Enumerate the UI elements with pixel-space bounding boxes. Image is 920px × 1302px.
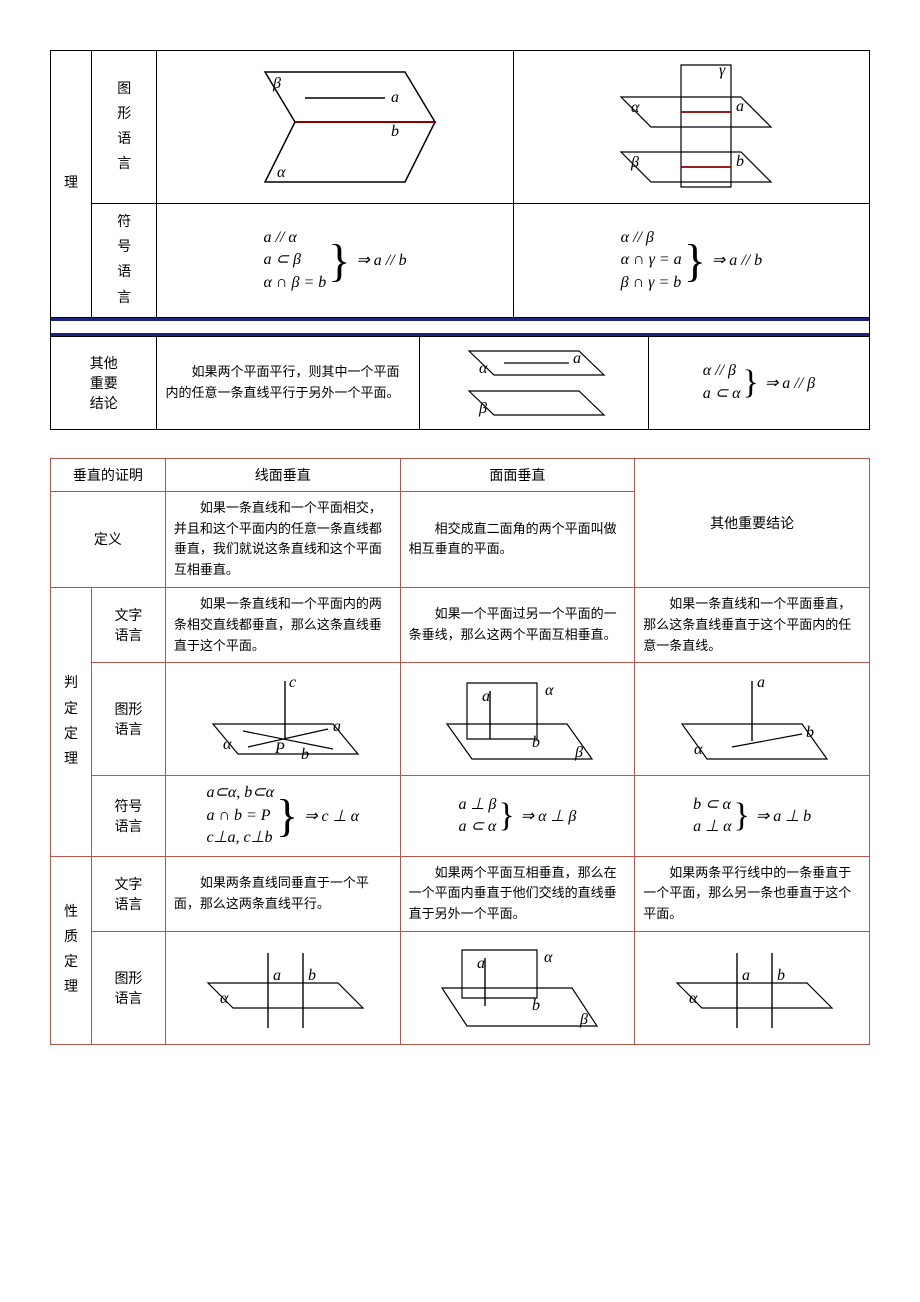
diagram-two-planes-line: β α a b <box>157 51 513 204</box>
formula-left: a // α a ⊂ β α ∩ β = b } ⇒ a // b <box>264 227 407 294</box>
svg-text:α: α <box>277 164 286 181</box>
row-label-li: 理 <box>51 51 92 318</box>
svg-text:γ: γ <box>719 62 726 79</box>
judge-label: 判 定 定 理 <box>51 587 92 856</box>
svg-text:α: α <box>689 990 698 1007</box>
judge-sym-label: 符号 语言 <box>92 776 166 856</box>
svg-text:a: a <box>742 967 750 984</box>
svg-text:β: β <box>579 1011 588 1028</box>
svg-text:α: α <box>223 736 232 753</box>
def-label: 定义 <box>51 491 166 587</box>
perpendicular-theorems-table: 垂直的证明 线面垂直 面面垂直 其他重要结论 定义 如果一条直线和一个平面相交，… <box>50 458 870 1045</box>
diagram-three-planes: γ α β a b <box>513 51 869 204</box>
other-label: 其他 重要 结论 <box>51 336 157 429</box>
prop-diagram-c3: a α b β <box>400 931 635 1044</box>
svg-text:P: P <box>274 740 285 757</box>
prop-diagram-c2: a b α <box>165 931 400 1044</box>
svg-text:b: b <box>736 153 744 170</box>
judge-diagram-c2: c a b P α <box>165 663 400 776</box>
svg-text:c: c <box>289 674 296 691</box>
prop-text-c3: 如果两个平面互相垂直，那么在一个平面内垂直于他们交线的直线垂直于另外一个平面。 <box>400 856 635 931</box>
prop-graph-label: 图形 语言 <box>92 931 166 1044</box>
hdr-c2: 线面垂直 <box>165 458 400 491</box>
judge-text-c3: 如果一个平面过另一个平面的一条垂线，那么这两个平面互相垂直。 <box>400 587 635 662</box>
symbol-right: α // β α ∩ γ = a β ∩ γ = b } ⇒ a // b <box>513 204 869 318</box>
svg-text:a: a <box>482 688 490 705</box>
svg-text:α: α <box>544 949 553 966</box>
judge-sym-c4: b ⊂ α a ⊥ α } ⇒ a ⊥ b <box>635 776 870 856</box>
prop-text-c4: 如果两条平行线中的一条垂直于一个平面，那么另一条也垂直于这个平面。 <box>635 856 870 931</box>
svg-text:α: α <box>545 682 554 699</box>
prop-text-label: 文字 语言 <box>92 856 166 931</box>
svg-text:α: α <box>631 99 640 116</box>
svg-text:α: α <box>479 360 488 377</box>
judge-sym-c2: a⊂α, b⊂α a ∩ b = P c⊥a, c⊥b } ⇒ c ⊥ α <box>165 776 400 856</box>
formula-right: α // β α ∩ γ = a β ∩ γ = b } ⇒ a // b <box>621 227 762 294</box>
svg-text:β: β <box>574 744 583 761</box>
prop-label: 性 质 定 理 <box>51 856 92 1044</box>
def-c2: 如果一条直线和一个平面相交，并且和这个平面内的任意一条直线都垂直，我们就说这条直… <box>165 491 400 587</box>
def-c3: 相交成直二面角的两个平面叫做相互垂直的平面。 <box>400 491 635 587</box>
svg-text:β: β <box>630 154 639 171</box>
svg-text:b: b <box>308 967 316 984</box>
svg-text:α: α <box>694 741 703 758</box>
other-conclusion-table: 其他 重要 结论 如果两个平面平行，则其中一个平面内的任意一条直线平行于另外一个… <box>50 336 870 430</box>
svg-text:a: a <box>736 98 744 115</box>
other-diagram: α β a <box>419 336 648 429</box>
svg-text:a: a <box>391 89 399 106</box>
svg-text:β: β <box>272 75 281 92</box>
prop-diagram-c4: a b α <box>635 931 870 1044</box>
svg-text:a: a <box>273 967 281 984</box>
prop-text-c2: 如果两条直线同垂直于一个平面，那么这两条直线平行。 <box>165 856 400 931</box>
svg-text:b: b <box>391 123 399 140</box>
svg-text:β: β <box>478 400 487 417</box>
other-text: 如果两个平面平行，则其中一个平面内的任意一条直线平行于另外一个平面。 <box>157 336 419 429</box>
row-label-symbol: 符 号 语 言 <box>91 204 157 318</box>
judge-diagram-c4: a b α <box>635 663 870 776</box>
judge-graph-label: 图形 语言 <box>92 663 166 776</box>
judge-diagram-c3: a α b β <box>400 663 635 776</box>
svg-text:b: b <box>301 746 309 763</box>
hdr-c4: 其他重要结论 <box>635 458 870 587</box>
svg-text:a: a <box>757 674 765 691</box>
svg-text:b: b <box>777 967 785 984</box>
row-label-graph: 图 形 语 言 <box>91 51 157 204</box>
hdr-c1: 垂直的证明 <box>51 458 166 491</box>
judge-text-c4: 如果一条直线和一个平面垂直，那么这条直线垂直于这个平面内的任意一条直线。 <box>635 587 870 662</box>
other-formula: α // β a ⊂ α } ⇒ a // β <box>648 336 869 429</box>
svg-text:b: b <box>532 734 540 751</box>
svg-text:a: a <box>477 955 485 972</box>
judge-text-c2: 如果一条直线和一个平面内的两条相交直线都垂直，那么这条直线垂直于这个平面。 <box>165 587 400 662</box>
judge-sym-c3: a ⊥ β a ⊂ α } ⇒ α ⊥ β <box>400 776 635 856</box>
svg-text:a: a <box>333 718 341 735</box>
blue-separator <box>51 317 870 336</box>
svg-text:b: b <box>806 724 814 741</box>
svg-text:b: b <box>532 997 540 1014</box>
svg-text:a: a <box>573 350 581 367</box>
hdr-c3: 面面垂直 <box>400 458 635 491</box>
symbol-left: a // α a ⊂ β α ∩ β = b } ⇒ a // b <box>157 204 513 318</box>
judge-text-label: 文字 语言 <box>92 587 166 662</box>
parallel-theorems-table: 理 图 形 语 言 β α a b <box>50 50 870 337</box>
svg-text:α: α <box>220 990 229 1007</box>
